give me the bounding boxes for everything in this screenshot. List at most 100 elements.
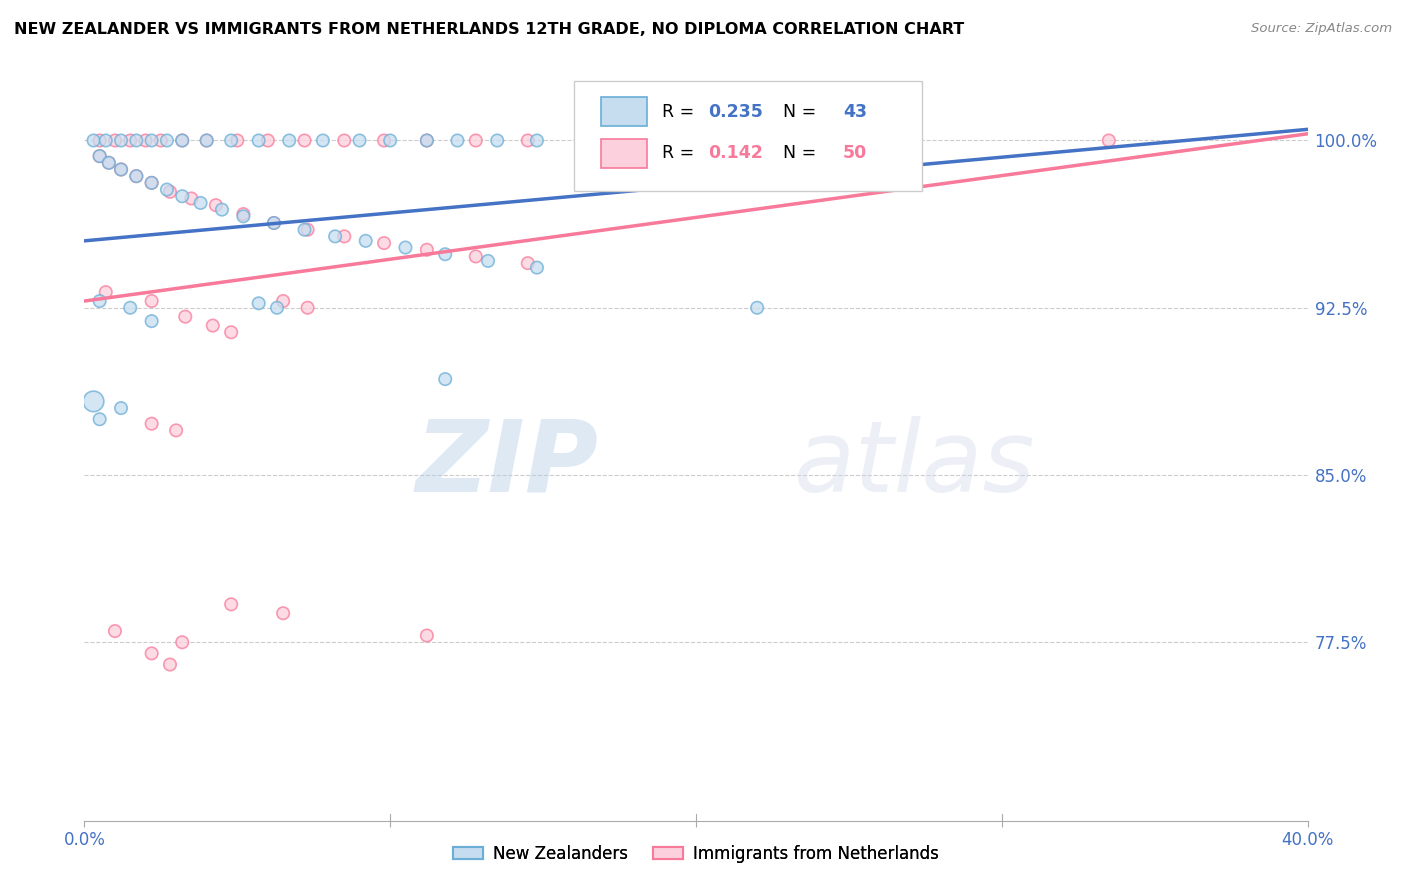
Point (526, 133, 548, 147)
Point (394, 240, 416, 254)
Point (165, 423, 187, 437)
Point (159, 657, 181, 672)
Point (174, 310, 197, 324)
Point (232, 207, 254, 221)
Text: R =: R = (662, 145, 699, 162)
Point (294, 133, 316, 147)
Text: R =: R = (662, 103, 699, 120)
Point (125, 169, 148, 183)
Text: N =: N = (772, 103, 821, 120)
Point (172, 635, 194, 649)
Text: 43: 43 (842, 103, 866, 120)
Point (219, 325, 242, 339)
Point (110, 133, 132, 147)
Point (83, 133, 105, 147)
Point (172, 133, 194, 147)
Point (247, 296, 270, 310)
Point (434, 372, 457, 386)
Point (578, 133, 600, 147)
Point (747, 301, 769, 315)
Point (89, 149, 111, 163)
Point (297, 222, 319, 236)
Point (380, 133, 402, 147)
Point (446, 133, 468, 147)
Text: ZIP: ZIP (415, 416, 598, 513)
Point (247, 133, 270, 147)
Point (89, 412, 111, 426)
Point (201, 318, 224, 333)
Point (271, 293, 294, 308)
Point (354, 234, 377, 248)
Point (464, 133, 486, 147)
Point (312, 133, 335, 147)
Point (120, 133, 142, 147)
Point (416, 243, 439, 257)
Point (271, 606, 294, 620)
Point (205, 198, 228, 212)
Text: Source: ZipAtlas.com: Source: ZipAtlas.com (1251, 22, 1392, 36)
Point (156, 182, 179, 196)
Point (172, 189, 194, 203)
Point (141, 646, 163, 660)
Point (120, 301, 142, 315)
Point (257, 133, 280, 147)
Point (297, 301, 319, 315)
Point (125, 169, 148, 183)
Point (516, 256, 538, 270)
Point (416, 133, 439, 147)
Point (172, 133, 194, 147)
Point (83, 394, 105, 409)
Point (97, 155, 120, 169)
Text: 0.235: 0.235 (709, 103, 763, 120)
Point (219, 597, 242, 611)
Point (226, 133, 249, 147)
Point (1098, 133, 1121, 147)
Point (294, 222, 316, 236)
Point (156, 133, 179, 147)
Point (278, 133, 301, 147)
Text: atlas: atlas (794, 416, 1035, 513)
Point (110, 401, 132, 415)
Point (141, 417, 163, 431)
Point (464, 249, 486, 263)
Text: 50: 50 (842, 145, 868, 162)
Point (89, 293, 111, 308)
Point (333, 133, 356, 147)
Point (104, 133, 127, 147)
Text: N =: N = (772, 145, 821, 162)
FancyBboxPatch shape (600, 97, 647, 126)
Point (94, 285, 117, 299)
Point (333, 229, 356, 244)
Point (180, 191, 202, 205)
Point (195, 133, 218, 147)
Point (416, 133, 439, 147)
Point (323, 229, 346, 244)
Point (373, 133, 395, 147)
Point (125, 133, 148, 147)
Point (434, 247, 457, 261)
Point (141, 314, 163, 328)
Point (266, 301, 288, 315)
Point (516, 133, 538, 147)
Point (141, 176, 163, 190)
Point (110, 162, 132, 177)
Point (141, 133, 163, 147)
Point (94, 133, 117, 147)
Point (195, 133, 218, 147)
Point (190, 195, 212, 210)
Point (89, 133, 111, 147)
Point (526, 260, 548, 275)
Point (477, 253, 499, 268)
Legend: New Zealanders, Immigrants from Netherlands: New Zealanders, Immigrants from Netherla… (446, 838, 946, 869)
Point (104, 624, 127, 638)
Point (141, 293, 163, 308)
Point (823, 133, 845, 147)
Point (135, 133, 157, 147)
Point (373, 235, 395, 250)
Point (232, 209, 254, 223)
FancyBboxPatch shape (600, 139, 647, 168)
Point (89, 149, 111, 163)
Point (263, 216, 285, 230)
Point (219, 133, 242, 147)
Point (349, 133, 371, 147)
